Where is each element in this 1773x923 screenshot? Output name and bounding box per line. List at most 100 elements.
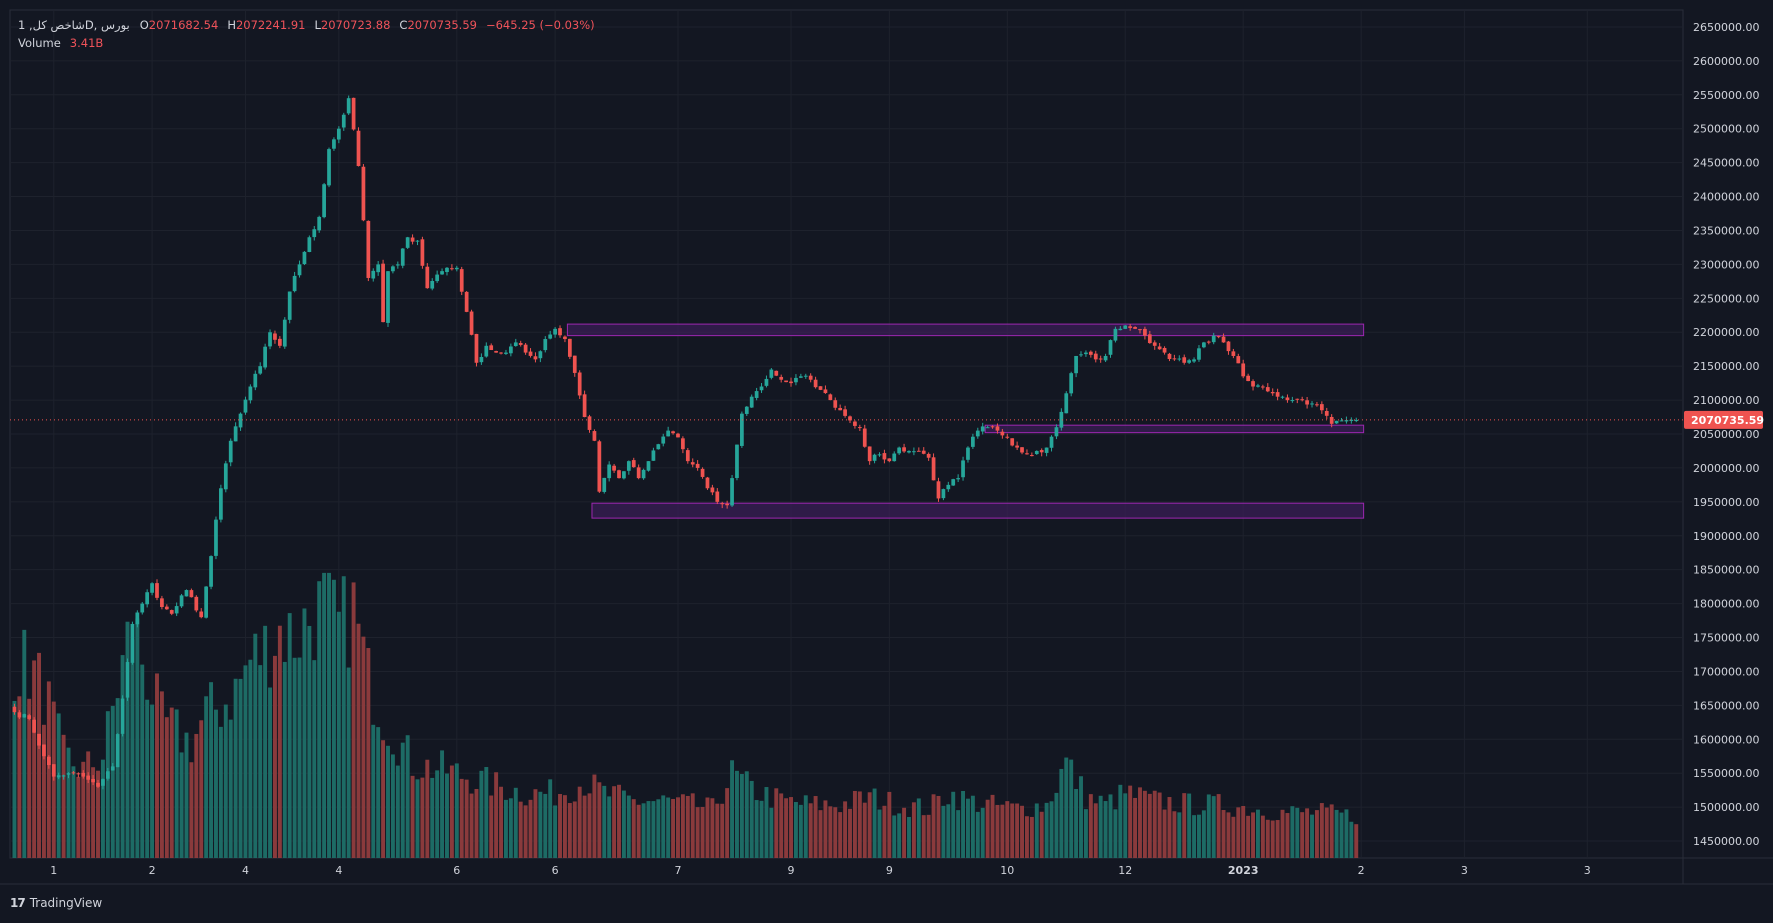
volume-bar bbox=[1113, 809, 1118, 858]
candle-body bbox=[263, 346, 267, 368]
volume-bar bbox=[1201, 810, 1206, 858]
x-tick-label: 2 bbox=[1358, 864, 1365, 877]
volume-bar bbox=[612, 786, 617, 858]
volume-bar bbox=[71, 766, 76, 858]
candle-body bbox=[1329, 416, 1334, 424]
volume-bar bbox=[449, 765, 454, 858]
candle-body bbox=[1246, 375, 1250, 382]
candle-body bbox=[391, 266, 395, 272]
volume-bar bbox=[857, 791, 862, 858]
candle-body bbox=[1025, 453, 1029, 455]
volume-bar bbox=[194, 733, 199, 858]
tradingview-brand[interactable]: 17 TradingView bbox=[10, 896, 102, 910]
volume-bar bbox=[1260, 815, 1265, 858]
volume-bar bbox=[1167, 797, 1172, 858]
volume-bar bbox=[838, 812, 843, 858]
candle-body bbox=[317, 216, 322, 231]
volume-bar bbox=[548, 779, 553, 858]
candle-body bbox=[558, 328, 562, 336]
candle-body bbox=[784, 380, 788, 383]
volume-bar bbox=[734, 770, 739, 858]
candle-body bbox=[803, 375, 808, 377]
candle-body bbox=[661, 436, 666, 444]
symbol-title[interactable]: شاخص کل, 1D, بورس bbox=[18, 18, 130, 32]
candle-body bbox=[66, 773, 71, 775]
candle-body bbox=[1236, 356, 1241, 364]
candle-body bbox=[1324, 411, 1329, 416]
brand-name: TradingView bbox=[29, 896, 103, 910]
candle-body bbox=[1128, 326, 1133, 328]
volume-bar bbox=[386, 745, 390, 858]
volume-bar bbox=[852, 790, 857, 858]
volume-label[interactable]: Volume bbox=[18, 36, 61, 50]
volume-bar bbox=[695, 807, 700, 858]
volume-bar bbox=[970, 795, 975, 858]
candle-body bbox=[400, 248, 405, 266]
x-tick-label: 12 bbox=[1118, 864, 1132, 877]
volume-bar bbox=[312, 660, 317, 858]
high-label: H bbox=[227, 18, 236, 32]
volume-bar bbox=[582, 795, 587, 858]
candle-body bbox=[897, 447, 902, 454]
volume-bar bbox=[1064, 757, 1069, 858]
candle-body bbox=[853, 421, 857, 426]
volume-bar bbox=[1177, 812, 1182, 858]
volume-bar bbox=[189, 762, 194, 858]
candle-body bbox=[1206, 341, 1211, 343]
volume-bar bbox=[400, 742, 405, 858]
volume-bar bbox=[27, 698, 32, 858]
volume-bar bbox=[892, 815, 897, 858]
candle-body bbox=[430, 280, 435, 289]
volume-bar bbox=[1192, 815, 1197, 858]
volume-bar bbox=[617, 784, 621, 858]
volume-bar bbox=[351, 582, 356, 858]
candle-body bbox=[774, 370, 779, 376]
candle-body bbox=[740, 413, 744, 446]
close-label: C bbox=[399, 18, 408, 32]
volume-bar bbox=[1305, 808, 1310, 858]
volume-bar bbox=[1083, 809, 1088, 858]
candle-body bbox=[27, 715, 32, 719]
tradingview-logo-icon: 17 bbox=[10, 896, 26, 910]
volume-bar bbox=[420, 777, 425, 858]
candle-body bbox=[1133, 327, 1137, 329]
candle-body bbox=[1231, 351, 1236, 356]
volume-bar bbox=[882, 805, 887, 858]
volume-bar bbox=[258, 665, 263, 858]
candle-body bbox=[769, 369, 774, 378]
zone-support-near[interactable] bbox=[984, 424, 1365, 434]
candle-body bbox=[980, 426, 985, 432]
volume-bar bbox=[862, 802, 867, 858]
volume-bar bbox=[1118, 784, 1123, 858]
candle-body bbox=[435, 274, 440, 282]
candle-body bbox=[1354, 419, 1359, 422]
volume-bar bbox=[1123, 793, 1128, 858]
volume-bar bbox=[705, 797, 710, 858]
candle-body bbox=[145, 592, 150, 605]
volume-bar bbox=[631, 799, 636, 858]
zone-support-low[interactable] bbox=[591, 502, 1365, 519]
candle-body bbox=[754, 391, 759, 398]
candle-body bbox=[1202, 342, 1206, 348]
zone-resistance[interactable] bbox=[566, 323, 1365, 337]
candle-body bbox=[931, 457, 936, 481]
volume-bar bbox=[272, 655, 277, 858]
candle-body bbox=[907, 450, 911, 453]
x-tick-label: 10 bbox=[1000, 864, 1014, 877]
candle-body bbox=[553, 328, 557, 335]
candle-body bbox=[194, 596, 199, 611]
volume-bar bbox=[238, 678, 243, 858]
candle-body bbox=[1147, 334, 1152, 344]
volume-bar bbox=[91, 767, 96, 858]
candle-body bbox=[199, 611, 204, 618]
candle-body bbox=[1064, 393, 1069, 414]
candle-body bbox=[258, 366, 263, 374]
volume-bar bbox=[140, 664, 145, 858]
volume-bar bbox=[346, 667, 351, 858]
volume-bar bbox=[680, 794, 685, 858]
candle-body bbox=[484, 345, 489, 357]
candle-body bbox=[61, 775, 66, 777]
candle-body bbox=[1192, 359, 1196, 362]
